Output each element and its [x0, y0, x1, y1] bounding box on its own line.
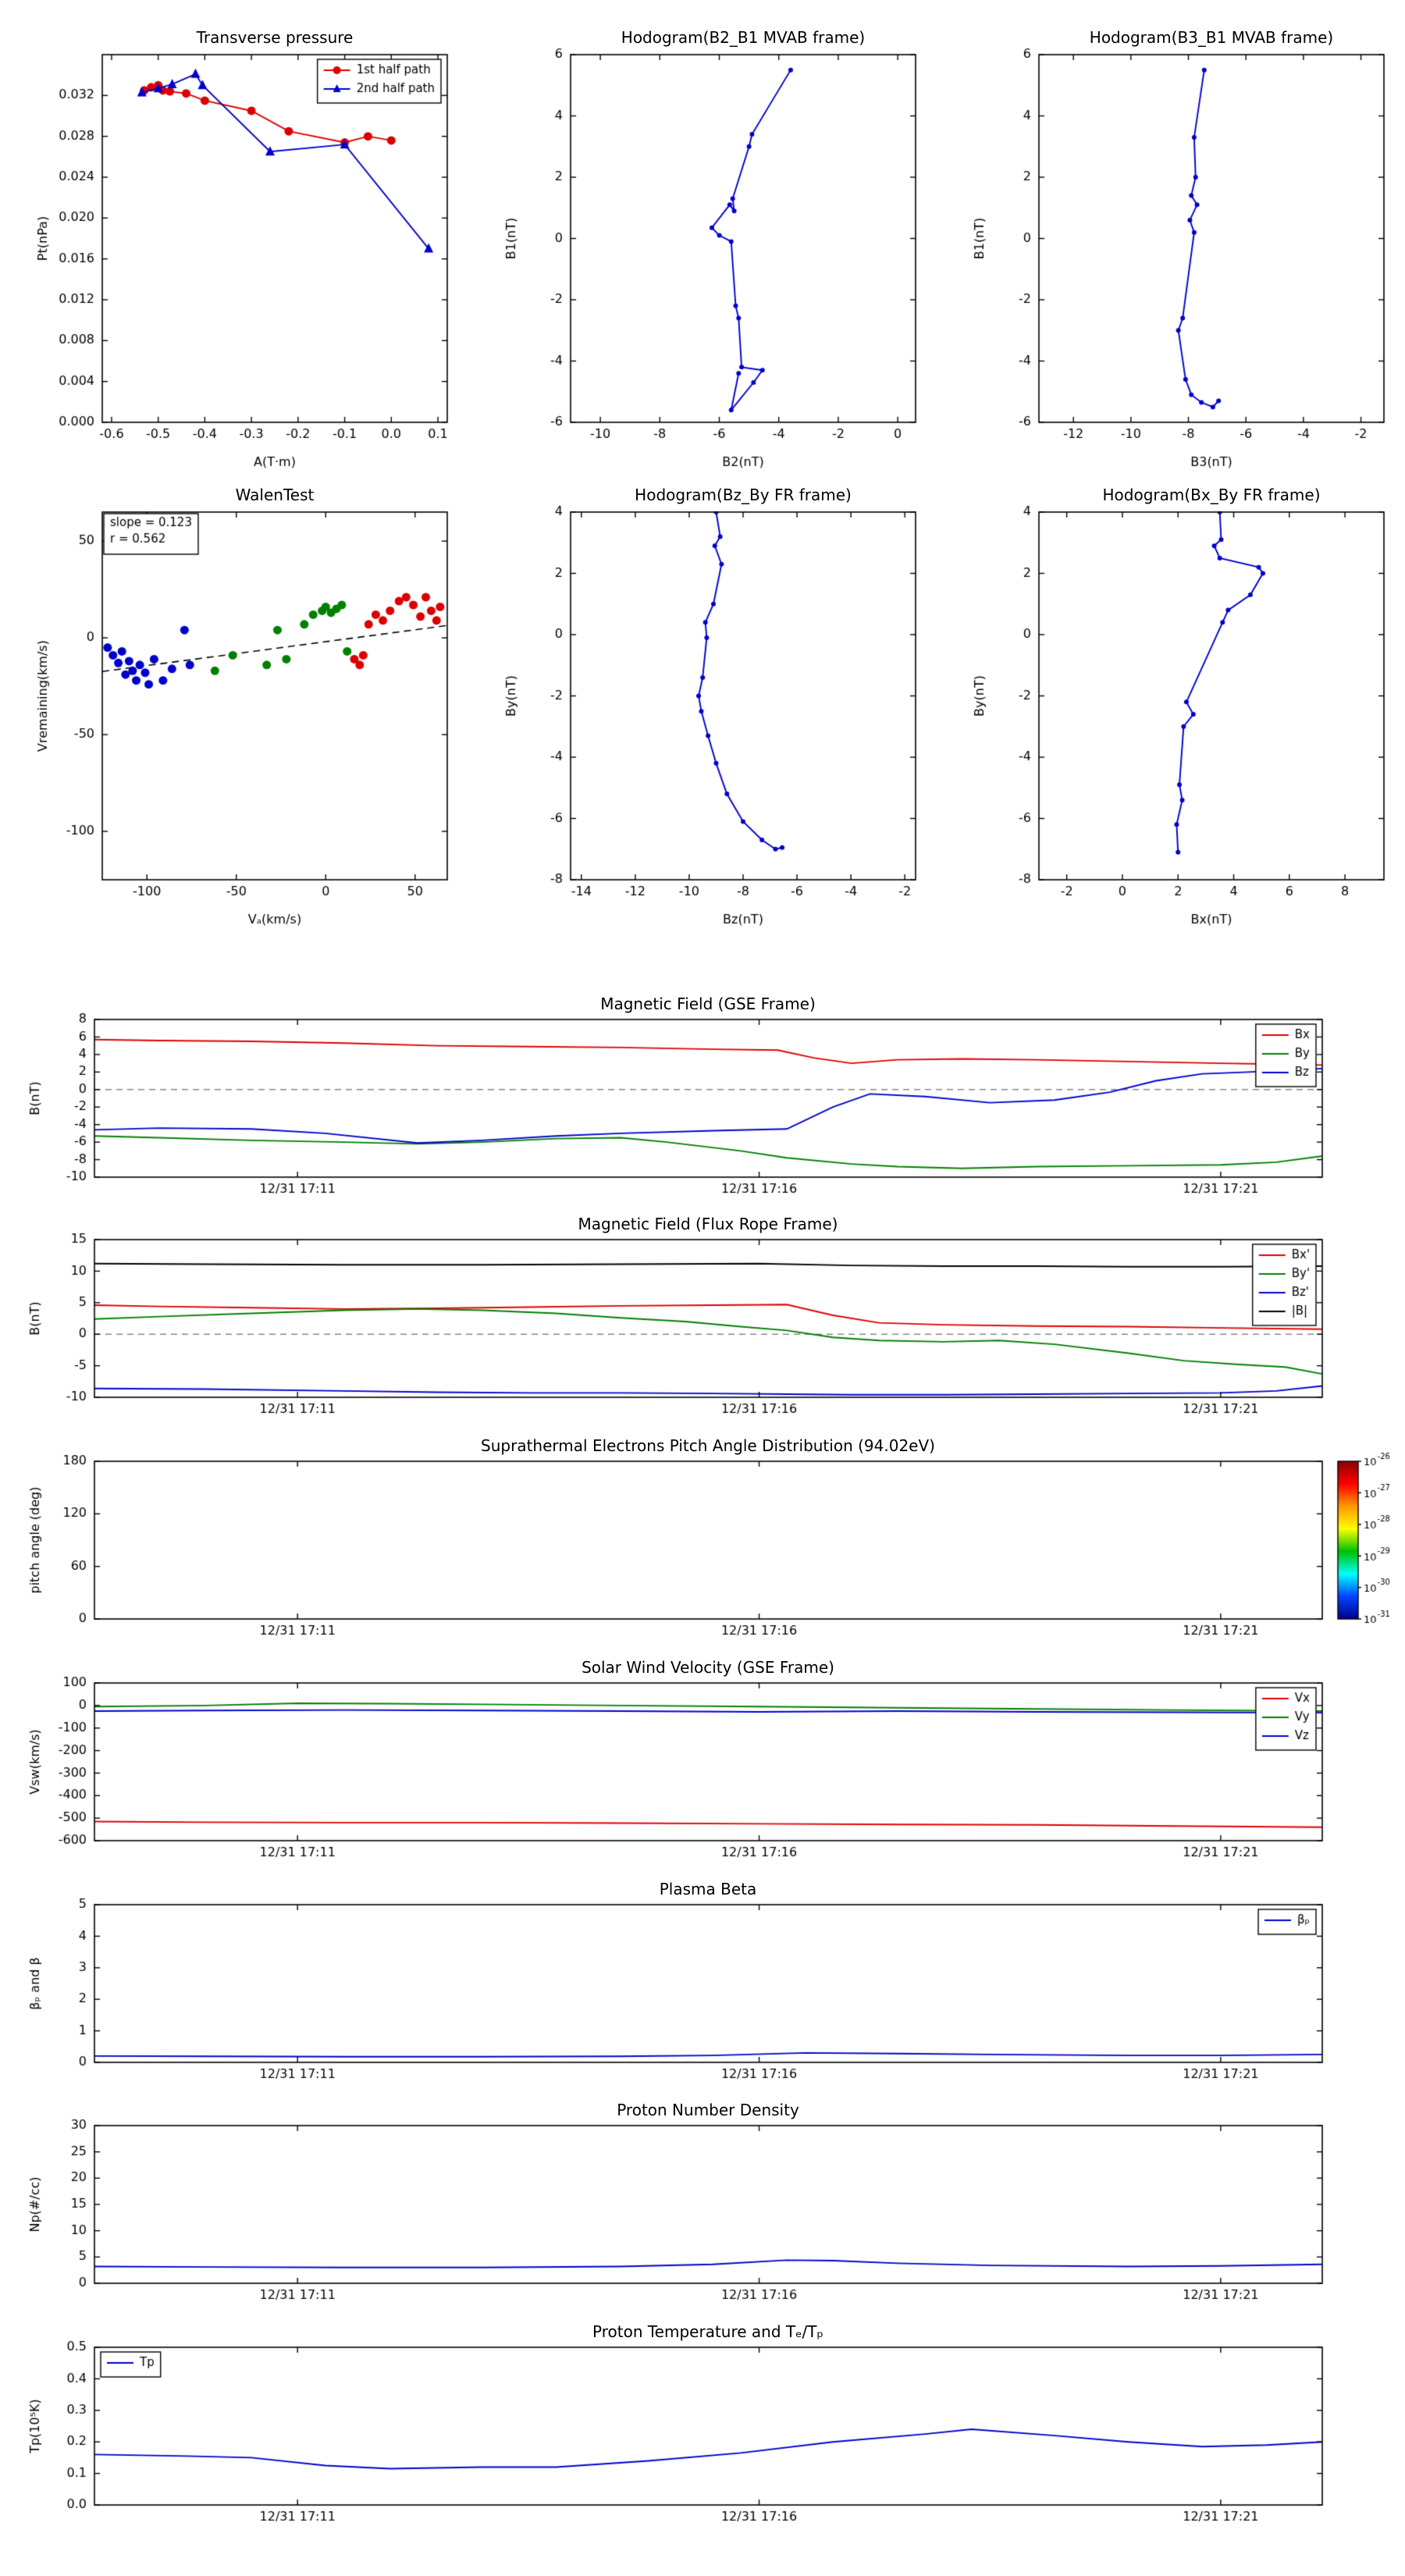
chart-walen-test: [28, 477, 461, 938]
title-solar-wind-velocity: Solar Wind Velocity (GSE Frame): [582, 1658, 834, 1677]
title-plasma-beta: Plasma Beta: [659, 1880, 757, 1898]
title-hodogram-bx-by: Hodogram(Bx_By FR frame): [1102, 486, 1321, 504]
title-proton-density: Proton Number Density: [617, 2101, 799, 2119]
chart-hodogram-b3-b1: [965, 20, 1398, 481]
title-magnetic-field-gse: Magnetic Field (GSE Frame): [600, 994, 816, 1013]
chart-proton-temperature: [20, 2316, 1405, 2540]
title-electron-pitch-angle: Suprathermal Electrons Pitch Angle Distr…: [481, 1436, 935, 1455]
chart-electron-pitch-angle: [20, 1430, 1405, 1654]
chart-magnetic-field-gse: [20, 988, 1405, 1212]
title-hodogram-b3-b1: Hodogram(B3_B1 MVAB frame): [1089, 28, 1334, 47]
title-walen-test: WalenTest: [235, 486, 315, 504]
chart-transverse-pressure: [28, 20, 461, 481]
title-proton-temperature: Proton Temperature and Tₑ/Tₚ: [592, 2322, 823, 2341]
title-hodogram-bz-by: Hodogram(Bz_By FR frame): [635, 486, 852, 504]
chart-magnetic-field-flux-rope: [20, 1208, 1405, 1432]
chart-hodogram-bx-by: [965, 477, 1398, 938]
chart-solar-wind-velocity: [20, 1652, 1405, 1876]
chart-hodogram-b2-b1: [496, 20, 930, 481]
chart-hodogram-bz-by: [496, 477, 930, 938]
title-magnetic-field-flux-rope: Magnetic Field (Flux Rope Frame): [578, 1215, 838, 1233]
chart-plasma-beta: [20, 1873, 1405, 2097]
title-transverse-pressure: Transverse pressure: [196, 28, 354, 47]
chart-proton-density: [20, 2094, 1405, 2318]
title-hodogram-b2-b1: Hodogram(B2_B1 MVAB frame): [621, 28, 866, 47]
